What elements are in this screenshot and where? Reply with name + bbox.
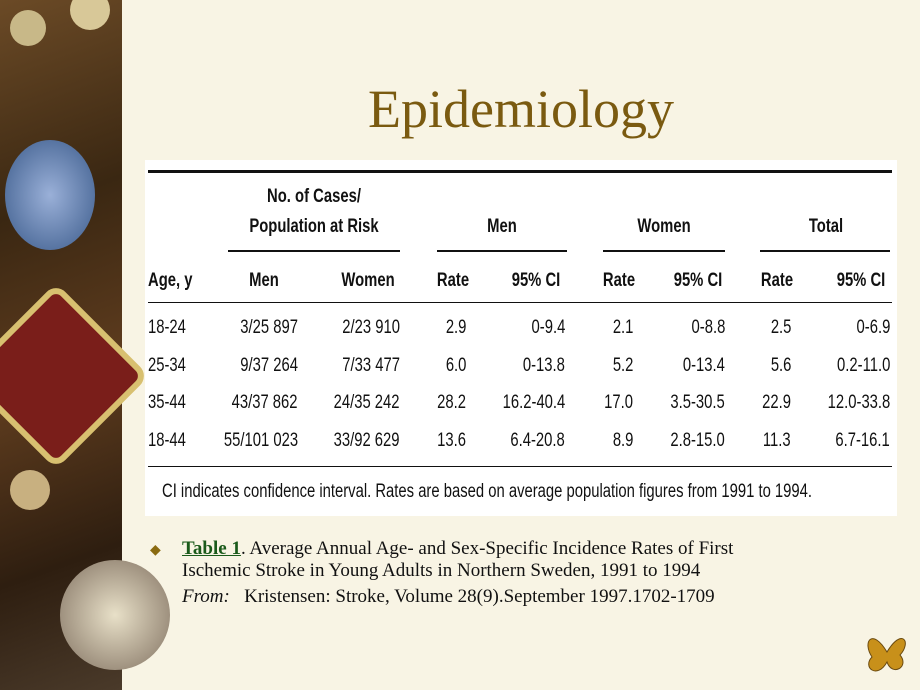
column-header: Age, y	[148, 270, 193, 291]
table: No. of Cases/Population at Risk Men Women T…	[145, 160, 897, 516]
butterfly-icon	[867, 638, 906, 672]
rule	[148, 466, 892, 467]
rule	[148, 302, 892, 303]
table-cell: 17.0	[604, 392, 633, 413]
column-header: Rate	[602, 270, 636, 291]
rule	[437, 250, 567, 252]
table-link[interactable]: Table 1	[182, 538, 241, 559]
table-cell: 11.3	[763, 429, 791, 451]
group-header: Women	[637, 216, 691, 237]
caption-line: Ischemic Stroke in Young Adults in North…	[182, 560, 701, 581]
table-cell: 3.5-30.5	[670, 392, 725, 413]
table-cell: 8.9	[612, 429, 633, 451]
column-header: Rate	[760, 270, 794, 291]
table-cell: 24/35 242	[334, 392, 400, 413]
table-cell: 0-13.4	[682, 354, 725, 376]
table-cell: 18-24	[148, 317, 186, 338]
table-cell: 2/23 910	[342, 317, 400, 338]
table-cell: 35-44	[148, 392, 186, 413]
column-header: Rate	[436, 270, 470, 291]
ribbon-icon	[5, 140, 95, 250]
table-cell: 2.8-15.0	[670, 429, 725, 451]
table-cell: 43/37 862	[232, 392, 298, 413]
caption-line: Table 1. Average Annual Age- and Sex-Spe…	[182, 538, 733, 560]
table-cell: 18-44	[148, 429, 186, 451]
table-cell: 16.2-40.4	[502, 392, 565, 413]
table-footnote: CI indicates confidence interval. Rates …	[162, 481, 813, 502]
caption: Table 1. Average Annual Age- and Sex-Spe…	[182, 538, 733, 608]
button-icon	[10, 470, 50, 510]
compass-icon	[60, 560, 170, 670]
table-cell: 55/101 023	[223, 429, 298, 451]
column-header: Men	[249, 270, 279, 291]
table-cell: 28.2	[437, 392, 466, 413]
table-cell: 33/92 629	[334, 429, 400, 451]
group-header: No. of Cases/	[267, 186, 361, 207]
column-header: 95% CI	[836, 270, 886, 291]
table-cell: 6.4-20.8	[510, 429, 565, 451]
source-label: From:	[182, 586, 230, 607]
caption-text: . Average Annual Age- and Sex-Specific I…	[240, 538, 734, 559]
table-cell: 2.9	[445, 317, 466, 338]
source-line: From: Kristensen: Stroke, Volume 28(9).S…	[182, 586, 733, 608]
table-cell: 5.2	[612, 354, 633, 376]
table-cell: 6.7-16.1	[835, 429, 890, 451]
table-cell: 0-9.4	[531, 317, 565, 338]
table-cell: 3/25 897	[240, 317, 298, 338]
button-icon	[70, 0, 110, 30]
table-cell: 2.1	[612, 317, 633, 338]
group-header: Total	[808, 216, 844, 237]
table-cell: 12.0-33.8	[827, 392, 890, 413]
rule	[148, 170, 892, 173]
decorative-image	[0, 0, 170, 690]
table-cell: 0.2-11.0	[836, 354, 890, 376]
table-cell: 0-6.9	[856, 317, 890, 338]
medal-icon	[0, 282, 150, 470]
table-cell: 5.6	[770, 354, 791, 376]
column-header: 95% CI	[511, 270, 561, 291]
rule	[228, 250, 400, 252]
table-cell: 0-8.8	[691, 317, 725, 338]
bullet: ◆	[150, 543, 161, 558]
table-cell: 25-34	[148, 354, 186, 376]
table-cell: 7/33 477	[342, 354, 400, 376]
rule	[603, 250, 725, 252]
rule	[760, 250, 890, 252]
column-header: 95% CI	[673, 270, 723, 291]
source-text: Kristensen: Stroke, Volume 28(9).Septemb…	[244, 586, 715, 607]
table-cell: 9/37 264	[240, 354, 298, 376]
column-header: Women	[341, 270, 395, 291]
table-cell: 22.9	[762, 392, 791, 413]
table-cell: 13.6	[437, 429, 466, 451]
table-cell: 0-13.8	[522, 354, 565, 376]
group-header: Population at Risk	[249, 216, 379, 237]
table-cell: 6.0	[445, 354, 466, 376]
table-cell: 2.5	[770, 317, 791, 338]
slide-title: Epidemiology	[368, 79, 674, 139]
group-header: Men	[487, 216, 517, 237]
button-icon	[10, 10, 46, 46]
